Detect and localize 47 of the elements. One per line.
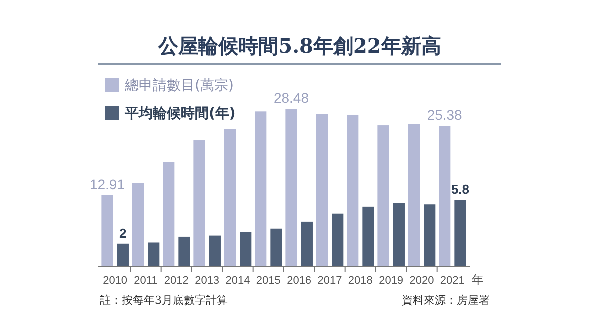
x-tick-label: 2021 — [440, 275, 465, 287]
bar — [378, 126, 390, 267]
bar — [178, 236, 190, 267]
bar — [286, 109, 298, 267]
data-label: 28.48 — [274, 90, 310, 106]
legend-label: 總申請數目(萬宗) — [124, 78, 234, 94]
bar — [117, 244, 129, 267]
bar — [393, 203, 405, 267]
bar — [255, 112, 267, 267]
data-label: 5.8 — [451, 182, 470, 197]
data-label: 12.91 — [90, 176, 126, 192]
x-tick-label: 2019 — [379, 275, 404, 287]
x-tick-label: 2018 — [348, 275, 373, 287]
bar — [163, 162, 175, 267]
text: 註：按每年3月底數字計算 — [100, 294, 228, 307]
bar — [316, 114, 328, 267]
bar — [454, 200, 466, 267]
data-label: 25.38 — [427, 107, 463, 124]
bar — [270, 228, 282, 267]
bar — [240, 232, 252, 267]
x-tick-label: 2011 — [134, 275, 158, 287]
x-tick-label: 2017 — [318, 275, 342, 287]
bar — [194, 140, 206, 267]
bar — [362, 206, 374, 267]
bar — [209, 236, 221, 267]
bar — [102, 195, 114, 267]
x-tick-label: 2015 — [256, 275, 281, 287]
x-tick-label: 2013 — [195, 275, 220, 287]
legend-label: 平均輪候時間(年) — [124, 106, 236, 122]
bar — [148, 242, 160, 267]
x-tick-label: 2014 — [226, 275, 250, 287]
bar — [424, 204, 436, 267]
x-tick-label: 2010 — [103, 275, 128, 287]
bar — [224, 129, 236, 267]
data-label: 2 — [120, 226, 127, 241]
bar — [301, 222, 313, 267]
x-axis-title: 年 — [472, 273, 484, 287]
chart-title: 公屋輪候時間5.8年創22年新高 — [158, 34, 442, 58]
x-tick-label: 2016 — [287, 275, 312, 287]
x-tick-label: 2020 — [410, 275, 434, 287]
bar — [132, 183, 144, 267]
source-note: 資料來源：房屋署 — [402, 294, 490, 307]
bar — [439, 126, 451, 267]
bar — [347, 114, 359, 267]
x-tick-label: 2012 — [164, 275, 189, 287]
bar — [408, 124, 420, 267]
bar — [332, 214, 344, 267]
